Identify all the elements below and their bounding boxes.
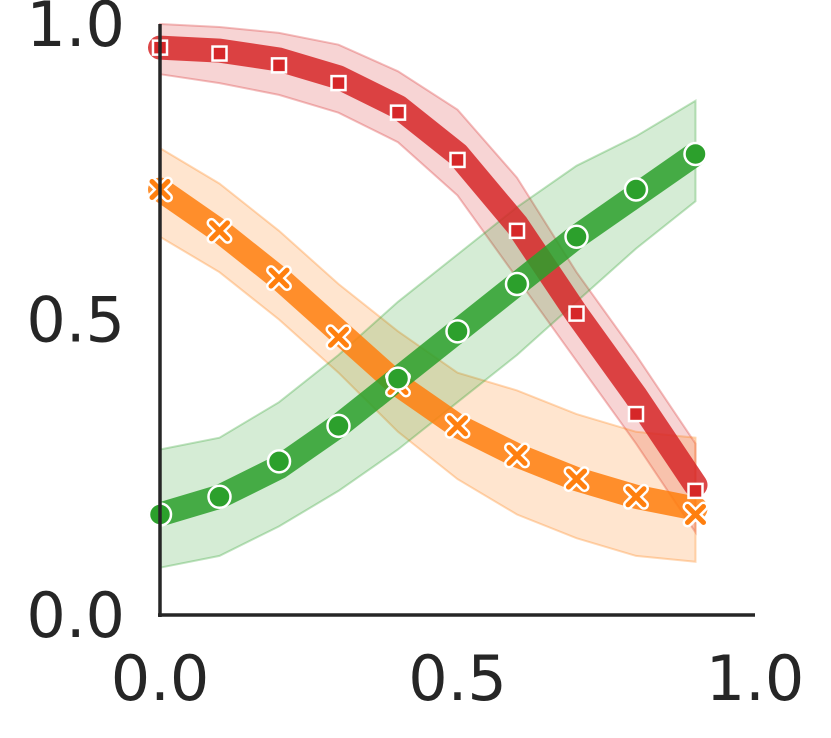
data-point <box>206 217 233 244</box>
data-point <box>563 466 590 493</box>
data-point <box>266 449 292 474</box>
y-tick-label: 1.0 <box>26 0 125 61</box>
data-point <box>623 177 649 202</box>
data-point <box>385 366 411 391</box>
data-point <box>504 442 530 469</box>
data-point <box>330 74 347 92</box>
data-point <box>568 305 585 322</box>
data-point <box>325 324 352 351</box>
tick-labels: 0.0 0.5 1.0 0.0 0.5 1.0 <box>26 0 804 715</box>
data-point <box>266 265 292 292</box>
data-point <box>211 45 228 62</box>
data-point <box>687 482 704 500</box>
data-point <box>564 224 589 250</box>
data-point <box>623 483 649 510</box>
x-tick-label: 0.5 <box>408 642 507 715</box>
series-line <box>148 142 708 527</box>
series-line <box>148 35 708 497</box>
y-tick-label: 0.0 <box>26 579 125 652</box>
x-tick-label: 0.0 <box>111 642 210 715</box>
data-point <box>627 405 645 423</box>
data-point <box>683 141 708 167</box>
data-point <box>207 484 232 510</box>
series-markers <box>147 39 709 528</box>
data-point <box>326 413 351 439</box>
data-point <box>270 57 288 74</box>
y-tick-label: 0.5 <box>26 284 125 357</box>
axes <box>158 24 755 617</box>
data-point <box>449 151 466 169</box>
data-point <box>445 319 470 344</box>
data-point <box>682 501 709 528</box>
series-lines <box>148 35 708 527</box>
data-point <box>389 104 407 121</box>
data-point <box>508 222 526 240</box>
data-point <box>504 271 530 297</box>
x-tick-label: 1.0 <box>706 642 805 715</box>
data-point <box>444 412 471 439</box>
series-line <box>148 177 708 521</box>
